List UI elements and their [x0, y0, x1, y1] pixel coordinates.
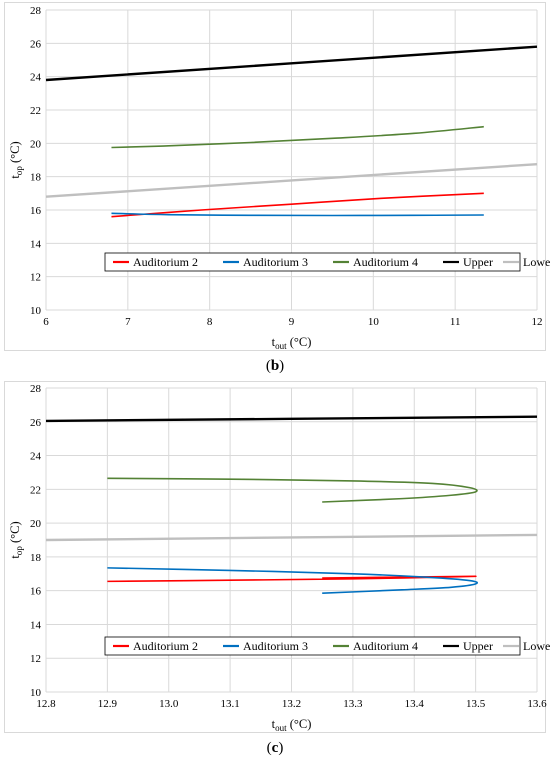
caption-c-letter: c	[271, 740, 279, 756]
chart-0-ylabel: top (°C)	[8, 141, 24, 178]
chart-0-ytick-label-1: 12	[30, 272, 41, 284]
chart-1-xtick-label-4: 13.2	[282, 698, 301, 710]
chart-panel-c: 12.8 12.9 13.0 13.1 13.2 13.3 13.4 13.5 13.6 10 12…	[4, 381, 550, 733]
chart-0-legend-label-1: Auditorium 3	[243, 255, 308, 269]
chart-0-xtick-label-4: 10	[368, 316, 380, 328]
chart-1-ytick-label-9: 28	[30, 383, 42, 395]
chart-0-ytick-label-4: 18	[30, 172, 42, 184]
chart-0-xtick-label-3: 9	[289, 316, 295, 328]
chart-1-legend-label-4: Lower	[523, 639, 550, 653]
chart-0-series-auditorium-3	[111, 212, 484, 217]
chart-1-ytick-label-7: 24	[30, 451, 42, 463]
chart-1-series-lower	[45, 533, 538, 542]
chart-0-legend-label-3: Upper	[463, 255, 493, 269]
chart-0-xtick-label-2: 8	[207, 316, 213, 328]
chart-1-legend-label-3: Upper	[463, 639, 493, 653]
chart-1-xtick-label-3: 13.1	[221, 698, 240, 710]
chart-0-series-lower	[45, 162, 538, 198]
chart-0-xtick-label-5: 11	[450, 316, 461, 328]
caption-b-letter: b	[270, 358, 280, 374]
chart-1-xlabel: tout (°C)	[272, 717, 312, 733]
chart-0-series-upper	[45, 45, 538, 82]
chart-0-xtick-label-1: 7	[125, 316, 131, 328]
chart-1-xtick-label-1: 12.9	[98, 698, 118, 710]
chart-0-xtick-label-0: 6	[43, 316, 49, 328]
chart-0-series-auditorium-4	[111, 125, 484, 149]
chart-1-xtick-label-7: 13.5	[466, 698, 486, 710]
chart-0-legend-label-2: Auditorium 4	[353, 255, 418, 269]
chart-0-ytick-label-6: 22	[30, 105, 41, 117]
chart-1-series-upper	[45, 415, 538, 423]
chart-1-ytick-label-2: 14	[30, 619, 42, 631]
chart-0-xlabel: tout (°C)	[272, 335, 312, 351]
chart-c: 12.8 12.9 13.0 13.1 13.2 13.3 13.4 13.5 13.6 10 12…	[8, 383, 550, 733]
chart-1-legend-box	[104, 636, 521, 656]
chart-1-xtick-label-0: 12.8	[36, 698, 56, 710]
chart-0-ytick-label-3: 16	[30, 205, 42, 217]
chart-0-ytick-label-7: 24	[30, 72, 42, 84]
chart-1-series-auditorium-3	[107, 567, 478, 594]
chart-1-xtick-label-2: 13.0	[159, 698, 179, 710]
chart-1-ytick-label-5: 20	[30, 518, 42, 530]
chart-1-legend-label-1: Auditorium 3	[243, 639, 308, 653]
chart-1-legend: Auditorium 2 Auditorium 3 Auditorium 4 Uppe…	[104, 636, 550, 656]
chart-1-ylabel: top (°C)	[8, 521, 24, 558]
chart-1-ytick-label-8: 26	[30, 417, 42, 429]
chart-0-ytick-label-0: 10	[30, 305, 42, 317]
chart-b: 6 7 8 9 10 11 12 10 12 14 16 18 20 22 24 26 28 tout (°C) t…	[8, 5, 550, 351]
chart-panel-b: 6 7 8 9 10 11 12 10 12 14 16 18 20 22 24 26 28 tout (°C) t…	[4, 2, 550, 351]
chart-1-legend-label-2: Auditorium 4	[353, 639, 418, 653]
chart-1-ytick-label-1: 12	[30, 653, 41, 665]
chart-0-xtick-label-6: 12	[532, 316, 543, 328]
chart-0-ytick-label-8: 26	[30, 38, 42, 50]
chart-1-ytick-label-6: 22	[30, 484, 41, 496]
chart-0-legend-label-4: Lower	[523, 255, 550, 269]
caption-b: (b)	[265, 358, 285, 374]
chart-0-ytick-label-2: 14	[30, 238, 42, 250]
chart-1-ytick-label-0: 10	[30, 687, 42, 699]
chart-0-series-auditorium-2	[111, 192, 484, 218]
chart-1-legend-label-0: Auditorium 2	[133, 639, 198, 653]
chart-0-ytick-label-9: 28	[30, 5, 42, 17]
chart-1-xtick-label-5: 13.3	[343, 698, 363, 710]
caption-c: (c)	[266, 740, 284, 756]
chart-1-xtick-label-8: 13.6	[527, 698, 547, 710]
chart-0-ytick-label-5: 20	[30, 138, 42, 150]
chart-0-legend-box	[104, 252, 521, 272]
chart-0-legend-label-0: Auditorium 2	[133, 255, 198, 269]
chart-0-legend: Auditorium 2 Auditorium 3 Auditorium 4 Uppe…	[104, 252, 550, 272]
chart-1-series-auditorium-4	[107, 477, 478, 503]
chart-1-ytick-label-3: 16	[30, 586, 42, 598]
chart-1-ytick-label-4: 18	[30, 552, 42, 564]
chart-1-xtick-label-6: 13.4	[405, 698, 425, 710]
chart-1-series-auditorium-2	[107, 575, 477, 583]
